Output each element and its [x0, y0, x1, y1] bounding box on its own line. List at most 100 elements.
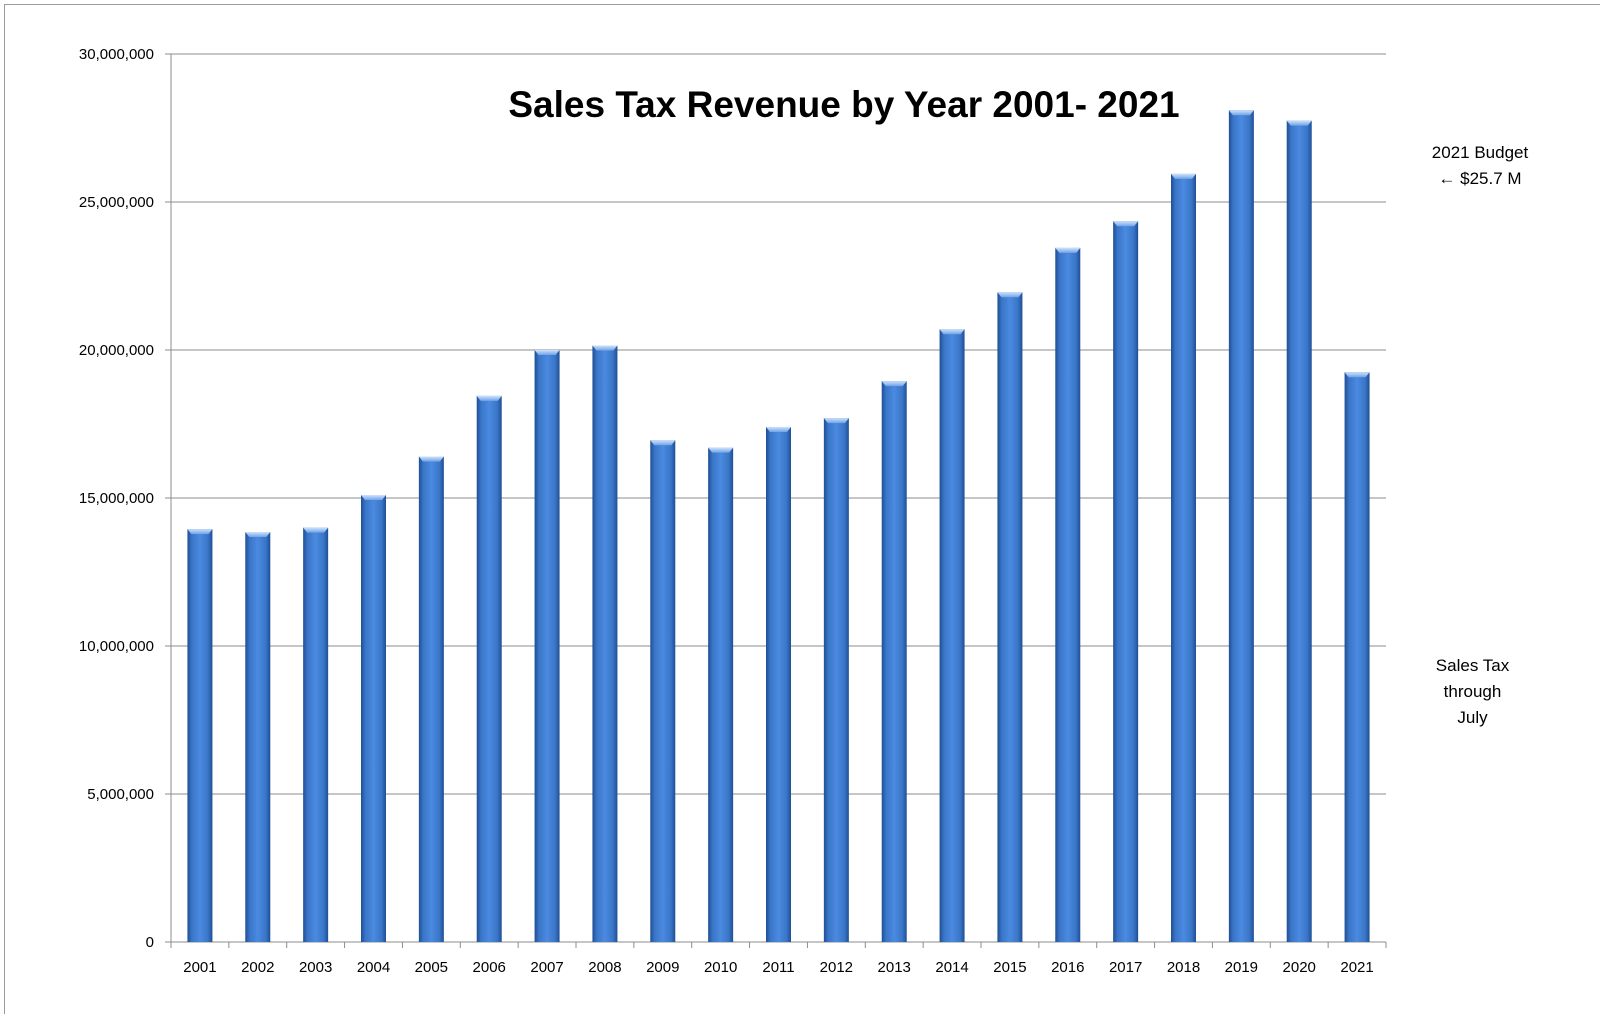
x-tick-label: 2016 — [1051, 959, 1084, 976]
x-tick-label: 2012 — [820, 959, 853, 976]
bar — [997, 292, 1023, 942]
bar — [1228, 110, 1254, 943]
bar-2005 — [418, 456, 444, 942]
bar-2008 — [592, 345, 618, 942]
bar-cap — [1228, 110, 1254, 116]
bar-cap — [650, 440, 676, 446]
x-tick-label: 2004 — [357, 959, 390, 976]
bar-cap — [476, 395, 502, 401]
bar — [766, 426, 791, 943]
bar — [939, 329, 965, 942]
x-tick-label: 2015 — [993, 959, 1026, 976]
y-tick-label: 5,000,000 — [87, 786, 154, 803]
bar-2014 — [939, 329, 965, 942]
x-tick-label: 2005 — [415, 959, 448, 976]
x-tick-labels: 2001 2002 2003 2004 2005 2006 2007 2008 2009 2010… — [183, 959, 1374, 976]
bar-cap — [1344, 372, 1370, 378]
bar-2018 — [1171, 173, 1196, 942]
bar-2004 — [361, 495, 386, 942]
budget-annotation-line1: 2021 Budget — [1431, 143, 1529, 162]
bar-cap — [592, 345, 618, 351]
bar — [881, 381, 907, 943]
bar — [1055, 247, 1081, 942]
bar — [592, 345, 618, 942]
x-tick-label: 2017 — [1109, 959, 1142, 976]
bar-cap — [881, 381, 907, 387]
x-tick-label: 2008 — [588, 959, 621, 976]
y-tick-label: 25,000,000 — [79, 194, 154, 211]
bar-cap — [187, 529, 213, 535]
x-tick-label: 2003 — [299, 959, 332, 976]
y-tick-label: 30,000,000 — [79, 46, 154, 63]
y-tick-labels: 0 5,000,000 10,000,000 15,000,000 20,000,000… — [79, 46, 154, 951]
bar — [534, 350, 560, 942]
bar-cap — [418, 456, 444, 462]
bar-2006 — [476, 395, 502, 942]
x-tick-label: 2006 — [473, 959, 506, 976]
bar — [1113, 221, 1139, 943]
chart-frame — [4, 4, 1600, 1014]
bar-cap — [823, 418, 849, 424]
bar-2017 — [1113, 221, 1139, 943]
bar — [418, 456, 444, 942]
bar-2019 — [1228, 110, 1254, 943]
bar — [1344, 372, 1370, 942]
bar-cap — [1171, 173, 1196, 179]
y-tick-label: 0 — [146, 934, 154, 951]
bar-cap — [361, 495, 386, 501]
bars — [187, 110, 1370, 943]
y-tick-label: 10,000,000 — [79, 638, 154, 655]
y-tick-label: 20,000,000 — [79, 342, 154, 359]
partial-year-annotation-line2: through — [1443, 682, 1502, 701]
bar-cap — [766, 426, 791, 432]
bar-cap — [245, 532, 271, 538]
bar-2020 — [1286, 120, 1312, 943]
bar — [1171, 173, 1196, 942]
x-tick-label: 2009 — [646, 959, 679, 976]
y-tick-label: 15,000,000 — [79, 490, 154, 507]
bar — [361, 495, 386, 942]
bar-2010 — [708, 447, 734, 942]
bar — [823, 418, 849, 943]
bar-2015 — [997, 292, 1023, 942]
bar-cap — [1286, 120, 1312, 126]
partial-year-annotation-line1: Sales Tax — [1435, 656, 1510, 675]
bar-2007 — [534, 350, 560, 942]
bar-cap — [1055, 247, 1081, 253]
bar — [1286, 120, 1312, 943]
bar — [245, 532, 271, 942]
x-tick-label: 2001 — [183, 959, 216, 976]
budget-annotation-line2: ← $25.7 M — [1438, 169, 1522, 188]
partial-year-annotation: Sales Tax through July — [1400, 653, 1545, 731]
bar-2002 — [245, 532, 271, 942]
x-tick-label: 2010 — [704, 959, 737, 976]
chart-title: Sales Tax Revenue by Year 2001- 2021 — [508, 84, 1179, 125]
bar — [650, 440, 676, 942]
bar-cap — [997, 292, 1023, 298]
x-tick-label: 2007 — [530, 959, 563, 976]
bar-2011 — [766, 426, 791, 943]
x-tick-label: 2011 — [762, 959, 794, 976]
budget-annotation: 2021 Budget ← $25.7 M — [1410, 140, 1550, 192]
bar-cap — [534, 350, 560, 355]
bar — [476, 395, 502, 942]
x-tick-label: 2014 — [935, 959, 968, 976]
bar — [708, 447, 734, 942]
x-tick-label: 2018 — [1167, 959, 1200, 976]
bar-cap — [939, 329, 965, 335]
bar-2013 — [881, 381, 907, 943]
bar-2001 — [187, 529, 213, 942]
bar — [187, 529, 213, 942]
bar — [303, 527, 329, 942]
bar-2021 — [1344, 372, 1370, 942]
bar-cap — [1113, 221, 1139, 227]
bar-2003 — [303, 527, 329, 942]
x-tick-label: 2013 — [878, 959, 911, 976]
partial-year-annotation-line3: July — [1457, 708, 1488, 727]
x-tick-label: 2019 — [1225, 959, 1258, 976]
bar-cap — [708, 447, 734, 453]
bar-2012 — [823, 418, 849, 943]
bar-2016 — [1055, 247, 1081, 942]
bar-cap — [303, 527, 329, 533]
